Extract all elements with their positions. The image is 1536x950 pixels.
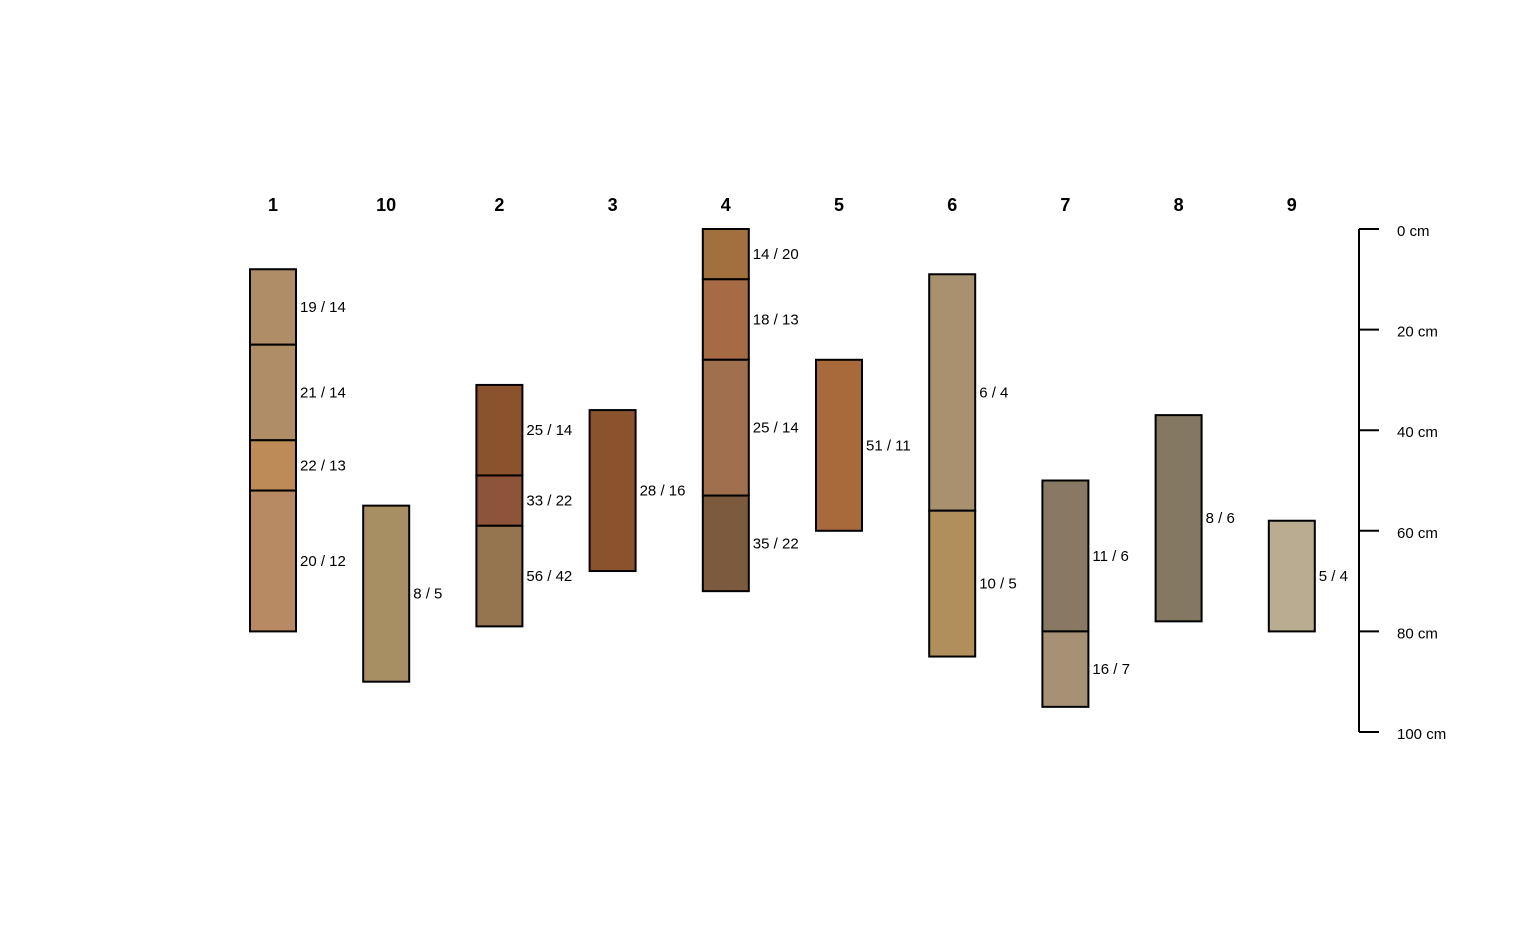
- horizon-label: 28 / 16: [640, 483, 686, 500]
- profile-10: 10 8 / 5: [362, 195, 442, 683]
- horizon-rect: [701, 228, 750, 281]
- horizon-label: 11 / 6: [1092, 548, 1128, 565]
- profile-9: 9 5 / 4: [1267, 195, 1348, 633]
- horizon-label: 16 / 7: [1092, 661, 1130, 678]
- profile-8: 8 8 / 6: [1154, 195, 1235, 623]
- horizon-label: 5 / 4: [1319, 568, 1348, 585]
- profile-title: 7: [1060, 195, 1070, 215]
- horizon-rect: [928, 273, 977, 512]
- horizon-rect: [928, 509, 977, 658]
- horizon-rect: [1154, 414, 1203, 623]
- horizon-rect: [1041, 479, 1090, 633]
- profile-5: 5 51 / 11: [815, 195, 911, 532]
- profile-title: 4: [721, 195, 731, 215]
- horizon-label: 35 / 22: [753, 535, 799, 552]
- horizon-label: 22 / 13: [300, 457, 346, 474]
- profile-3: 3 28 / 16: [588, 195, 686, 573]
- horizon-rect: [588, 409, 637, 573]
- horizon-rect: [701, 494, 750, 593]
- horizon-rect: [362, 504, 411, 683]
- profile-title: 10: [376, 195, 396, 215]
- horizon-rect: [701, 278, 750, 361]
- horizon-label: 8 / 6: [1206, 510, 1235, 527]
- horizon-label: 25 / 14: [526, 422, 572, 439]
- horizon-label: 10 / 5: [979, 576, 1017, 593]
- horizon-rect: [701, 358, 750, 497]
- horizon-label: 56 / 42: [526, 568, 572, 585]
- horizon-label: 19 / 14: [300, 299, 346, 316]
- depth-tick-label: 0 cm: [1397, 223, 1430, 240]
- depth-tick-label: 60 cm: [1397, 525, 1438, 542]
- profile-4: 4 14 / 20 18 / 13 25 / 14 35 / 22: [701, 195, 799, 593]
- horizon-rect: [815, 358, 863, 532]
- profile-1: 1 19 / 14 21 / 14 22 / 13 20 / 12: [249, 195, 346, 633]
- profile-title: 1: [268, 195, 278, 215]
- profile-6: 6 6 / 4 10 / 5: [928, 195, 1017, 658]
- horizon-rect: [475, 474, 524, 527]
- horizon-label: 51 / 11: [866, 437, 911, 454]
- depth-tick-label: 40 cm: [1397, 424, 1438, 441]
- profile-7: 7 11 / 6 16 / 7: [1041, 195, 1130, 708]
- profile-2: 2 25 / 14 33 / 22 56 / 42: [475, 195, 572, 628]
- profile-title: 6: [947, 195, 957, 215]
- horizon-rect: [1041, 630, 1090, 708]
- horizon-label: 18 / 13: [753, 312, 799, 329]
- horizon-rect: [475, 524, 524, 628]
- horizon-rect: [1267, 519, 1316, 633]
- profile-title: 8: [1174, 195, 1184, 215]
- depth-tick-label: 20 cm: [1397, 324, 1438, 341]
- horizon-rect: [249, 489, 297, 633]
- horizon-rect: [249, 268, 297, 346]
- profile-title: 3: [608, 195, 618, 215]
- horizon-label: 8 / 5: [413, 586, 442, 603]
- horizon-label: 25 / 14: [753, 420, 799, 437]
- depth-tick-label: 80 cm: [1397, 625, 1438, 642]
- profile-title: 9: [1287, 195, 1297, 215]
- horizon-label: 33 / 22: [526, 493, 572, 510]
- horizon-label: 20 / 12: [300, 553, 346, 570]
- profile-title: 2: [494, 195, 504, 215]
- depth-axis: 0 cm 20 cm 40 cm 60 cm 80 cm 100 cm: [1358, 223, 1446, 743]
- profile-title: 5: [834, 195, 844, 215]
- profiles-layer: 1 19 / 14 21 / 14 22 / 13 20 / 12 10 8 / 5 2 25 …: [249, 195, 1348, 708]
- horizon-rect: [249, 439, 297, 492]
- horizon-rect: [249, 343, 297, 442]
- horizon-label: 21 / 14: [300, 384, 346, 401]
- depth-tick-label: 100 cm: [1397, 726, 1446, 743]
- horizon-label: 14 / 20: [753, 246, 799, 263]
- horizon-label: 6 / 4: [979, 384, 1008, 401]
- horizon-rect: [475, 383, 524, 477]
